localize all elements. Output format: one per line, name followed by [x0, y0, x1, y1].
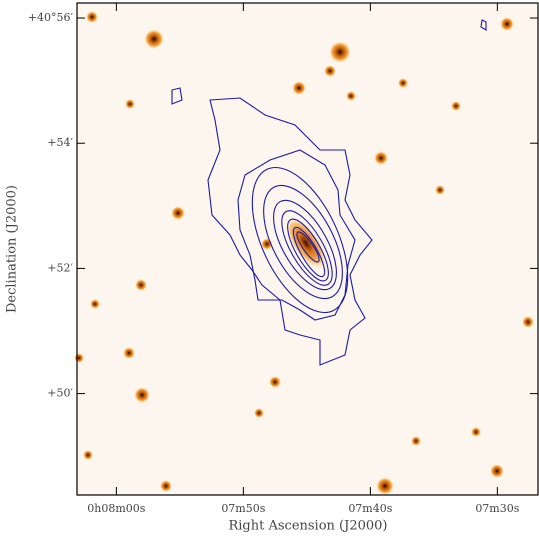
y-tick-label: +40°56′ [28, 11, 74, 24]
galaxy [284, 215, 328, 271]
stars [74, 11, 534, 495]
x-tick-label: 07m40s [348, 502, 392, 515]
y-tick-label: +52′ [47, 261, 73, 274]
x-axis-label: Right Ascension (J2000) [228, 519, 387, 534]
x-tick-label: 07m30s [475, 502, 519, 515]
contours [171, 19, 487, 366]
plot-frame [76, 2, 539, 496]
y-tick-label: +54′ [47, 136, 73, 149]
x-tick-label: 07m50s [221, 502, 265, 515]
y-axis-label: Declination (J2000) [5, 185, 20, 313]
y-tick-label: +50′ [47, 387, 73, 400]
x-tick-label: 0h08m00s [87, 502, 146, 515]
